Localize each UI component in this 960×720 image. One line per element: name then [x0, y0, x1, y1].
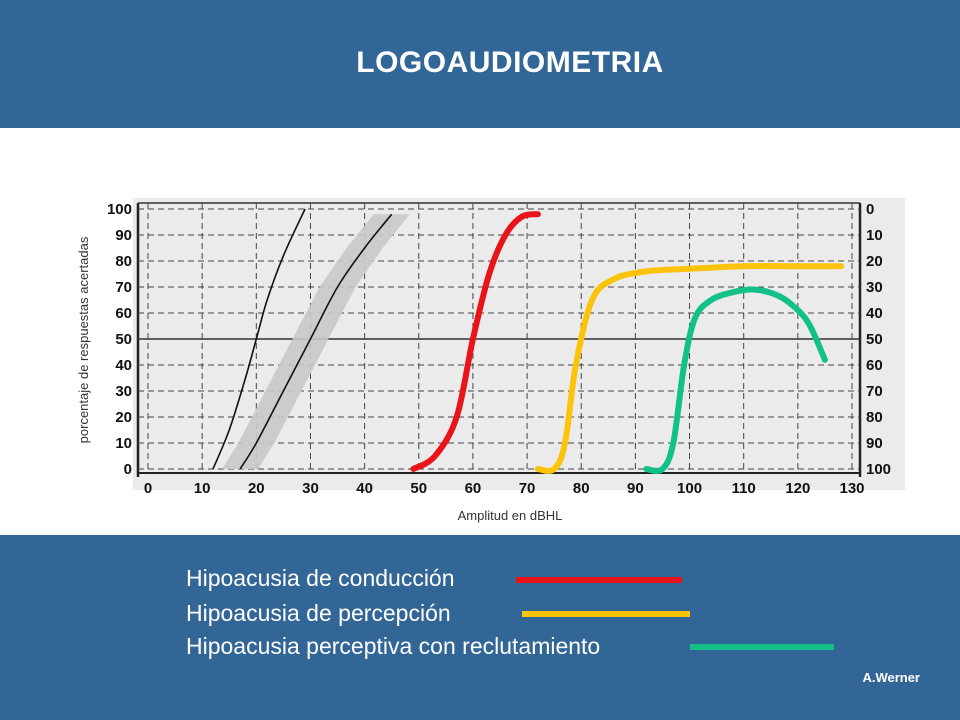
y-tick-label-right: 40: [866, 305, 883, 322]
y-tick-label-left: 50: [115, 331, 132, 348]
reference-shaded-band: [222, 214, 410, 469]
y-tick-label-left: 100: [107, 201, 132, 218]
x-tick-label: 120: [785, 480, 810, 497]
x-tick-label: 110: [732, 480, 756, 497]
y-axis-title: porcentaje de respuestas acertadas: [76, 236, 91, 443]
legend-label-recruitment: Hipoacusia perceptiva con reclutamiento: [186, 633, 601, 659]
chart-area: 0 10 20 30 40 50 60 70 80 90 100 110 120 130 0 10 20 30 40…: [0, 128, 960, 535]
reference-curves: [212, 208, 393, 470]
y-tick-label-left: 0: [124, 461, 132, 478]
y-tick-label-right: 70: [866, 383, 883, 400]
x-tick-label: 0: [144, 480, 152, 497]
y-tick-label-left: 10: [115, 435, 132, 452]
series-perception-curve: [534, 263, 845, 474]
x-tick-label: 80: [573, 480, 590, 497]
y-tick-label-right: 0: [866, 201, 874, 218]
y-tick-label-left: 60: [115, 305, 132, 322]
y-tick-label-right: 60: [866, 357, 883, 374]
reference-curve-1: [212, 208, 306, 470]
y-tick-label-left: 40: [115, 357, 132, 374]
series-curves: [410, 211, 845, 474]
reference-curve-2: [239, 213, 393, 470]
x-tick-label: 130: [839, 480, 864, 497]
y-tick-label-right: 50: [866, 331, 883, 348]
legend-label-perception: Hipoacusia de percepción: [186, 600, 451, 626]
legend-swatch-conduction: [516, 577, 682, 583]
y-tick-label-left: 70: [115, 279, 132, 296]
series-recruitment-curve: [643, 286, 828, 474]
page-title: LOGOAUDIOMETRIA: [356, 46, 664, 79]
speech-audiometry-chart: 0 10 20 30 40 50 60 70 80 90 100 110 120 130010203040…: [76, 198, 905, 523]
y-tick-label-right: 80: [866, 409, 883, 426]
x-tick-label: 90: [627, 480, 644, 497]
reference-band: [222, 214, 410, 469]
x-tick-label: 40: [356, 480, 373, 497]
author-credit: A.Werner: [862, 670, 920, 685]
y-tick-label-right: 30: [866, 279, 883, 296]
x-tick-label: 60: [465, 480, 482, 497]
y-tick-label-left: 90: [115, 227, 132, 244]
legend-label-conduction: Hipoacusia de conducción: [186, 565, 455, 591]
x-tick-label: 100: [677, 480, 702, 497]
legend-swatch-perception: [522, 611, 690, 617]
y-tick-label-left: 30: [115, 383, 132, 400]
x-tick-label: 10: [194, 480, 211, 497]
x-tick-label: 70: [519, 480, 536, 497]
legend-swatch-recruitment: [690, 644, 834, 650]
y-tick-label-right: 10: [866, 227, 883, 244]
tick-labels: 0 10 20 30 40 50 60 70 80 90 100 110 120 130010203040…: [107, 201, 891, 497]
y-tick-label-right: 100: [866, 461, 891, 478]
legend-band: Hipoacusia de conducción Hipoacusia de p…: [0, 535, 960, 720]
header-band: LOGOAUDIOMETRIA: [0, 0, 960, 128]
x-axis-title: Amplitud en dBHL: [458, 508, 563, 523]
y-tick-label-right: 90: [866, 435, 883, 452]
x-tick-label: 50: [410, 480, 427, 497]
y-tick-label-right: 20: [866, 253, 883, 270]
y-tick-label-left: 20: [115, 409, 132, 426]
x-tick-label: 20: [248, 480, 265, 497]
x-tick-label: 30: [302, 480, 319, 497]
series-conduction-curve: [410, 211, 541, 472]
y-tick-label-left: 80: [115, 253, 132, 270]
